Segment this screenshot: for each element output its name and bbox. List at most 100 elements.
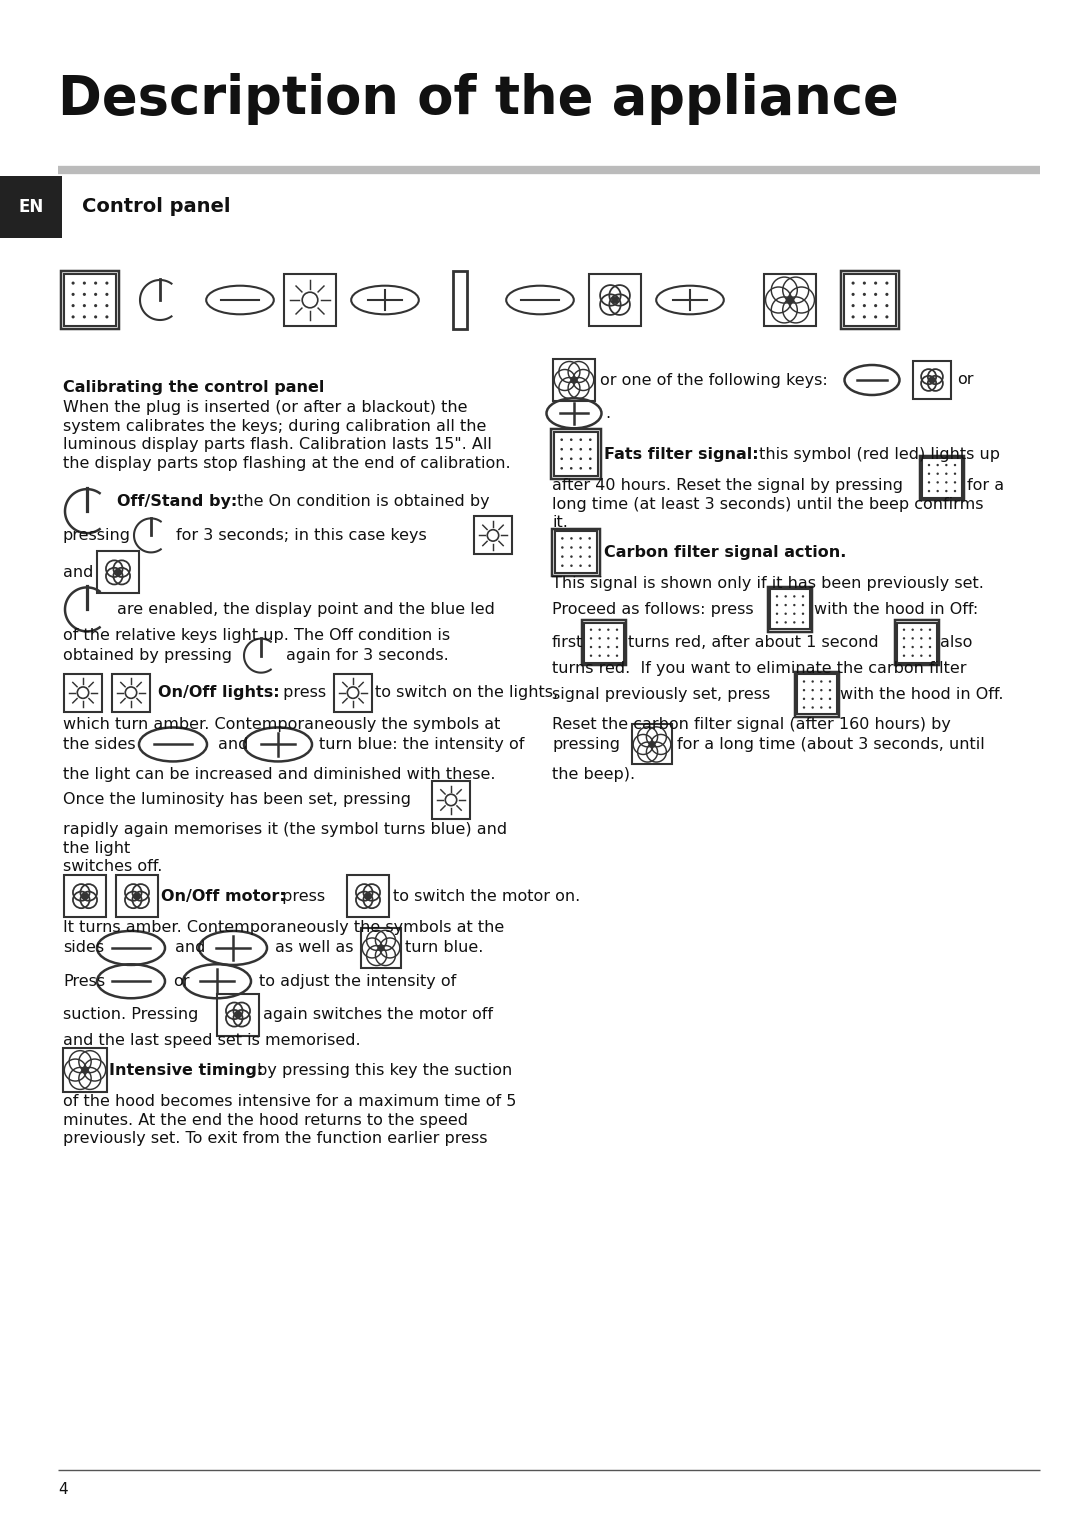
Circle shape [954,481,956,483]
Circle shape [366,894,370,898]
Circle shape [820,698,823,700]
Circle shape [571,377,577,384]
Circle shape [828,680,832,683]
Text: Reset the carbon filter signal (after 160 hours) by: Reset the carbon filter signal (after 16… [552,717,950,732]
Text: Fats filter signal:: Fats filter signal: [604,446,758,461]
Bar [764,274,816,325]
Bar [217,993,259,1036]
Bar [552,429,600,478]
Text: or: or [173,973,189,989]
Circle shape [589,564,591,567]
Circle shape [903,654,905,657]
Circle shape [801,622,805,623]
Text: of the relative keys light up. The Off condition is: of the relative keys light up. The Off c… [63,628,450,643]
Circle shape [863,304,866,307]
Circle shape [945,465,947,466]
Circle shape [580,457,582,460]
Circle shape [570,448,572,451]
Bar [347,876,389,917]
Circle shape [570,457,572,460]
Circle shape [945,472,947,475]
Circle shape [811,689,814,691]
Circle shape [135,894,139,898]
Text: suction. Pressing: suction. Pressing [63,1007,199,1022]
Circle shape [811,680,814,683]
Text: system calibrates the keys; during calibration all the: system calibrates the keys; during calib… [63,419,486,434]
Text: the display parts stop flashing at the end of calibration.: the display parts stop flashing at the e… [63,455,511,471]
Circle shape [936,481,939,483]
Circle shape [886,315,889,318]
Circle shape [945,490,947,492]
Bar [768,587,812,631]
Circle shape [598,654,600,657]
Text: EN: EN [18,199,43,215]
Text: the On condition is obtained by: the On condition is obtained by [232,494,489,509]
Bar [582,620,626,665]
Circle shape [590,646,592,648]
Text: and: and [175,940,205,955]
Bar [554,432,598,477]
Circle shape [828,689,832,691]
Bar [0,176,62,238]
Bar [922,458,962,498]
Circle shape [616,654,618,657]
Circle shape [851,281,854,284]
Circle shape [106,281,108,284]
Text: and the last speed set is memorised.: and the last speed set is memorised. [63,1033,361,1048]
Circle shape [775,604,779,607]
Circle shape [945,481,947,483]
Circle shape [570,555,572,558]
Text: also: also [940,636,972,651]
Circle shape [811,698,814,700]
Circle shape [793,622,796,623]
Text: Calibrating the control panel: Calibrating the control panel [63,380,324,396]
Circle shape [562,545,564,549]
Circle shape [786,296,794,304]
Circle shape [589,448,592,451]
Text: pressing: pressing [63,527,131,542]
Circle shape [929,637,931,640]
Bar [116,876,158,917]
Bar [841,270,900,329]
Circle shape [874,304,877,307]
Bar [361,927,401,967]
Circle shape [802,689,806,691]
Circle shape [607,637,609,640]
Circle shape [83,281,86,284]
Circle shape [71,315,75,318]
Text: and: and [63,565,93,581]
Circle shape [936,472,939,475]
Text: again for 3 seconds.: again for 3 seconds. [286,648,449,663]
Text: Proceed as follows: press: Proceed as follows: press [552,602,754,617]
Text: Carbon filter signal action.: Carbon filter signal action. [604,544,847,559]
Bar [919,455,964,501]
Circle shape [874,293,877,296]
Circle shape [589,555,591,558]
Circle shape [106,293,108,296]
Circle shape [801,604,805,607]
Circle shape [811,706,814,709]
Text: obtained by pressing: obtained by pressing [63,648,232,663]
Circle shape [590,628,592,631]
Bar [64,876,106,917]
Circle shape [912,628,914,631]
Bar [913,361,951,399]
Circle shape [886,293,889,296]
Circle shape [561,439,563,442]
Circle shape [929,646,931,648]
Circle shape [793,613,796,614]
Circle shape [589,468,592,469]
Circle shape [936,490,939,492]
Text: sides: sides [63,940,104,955]
Circle shape [775,622,779,623]
Circle shape [954,490,956,492]
Circle shape [793,596,796,597]
Circle shape [930,377,934,382]
Text: the sides: the sides [63,736,136,752]
Circle shape [570,538,572,539]
Bar [795,672,839,717]
Circle shape [616,637,618,640]
Circle shape [94,293,97,296]
Circle shape [903,646,905,648]
Text: to switch on the lights,: to switch on the lights, [375,685,558,700]
